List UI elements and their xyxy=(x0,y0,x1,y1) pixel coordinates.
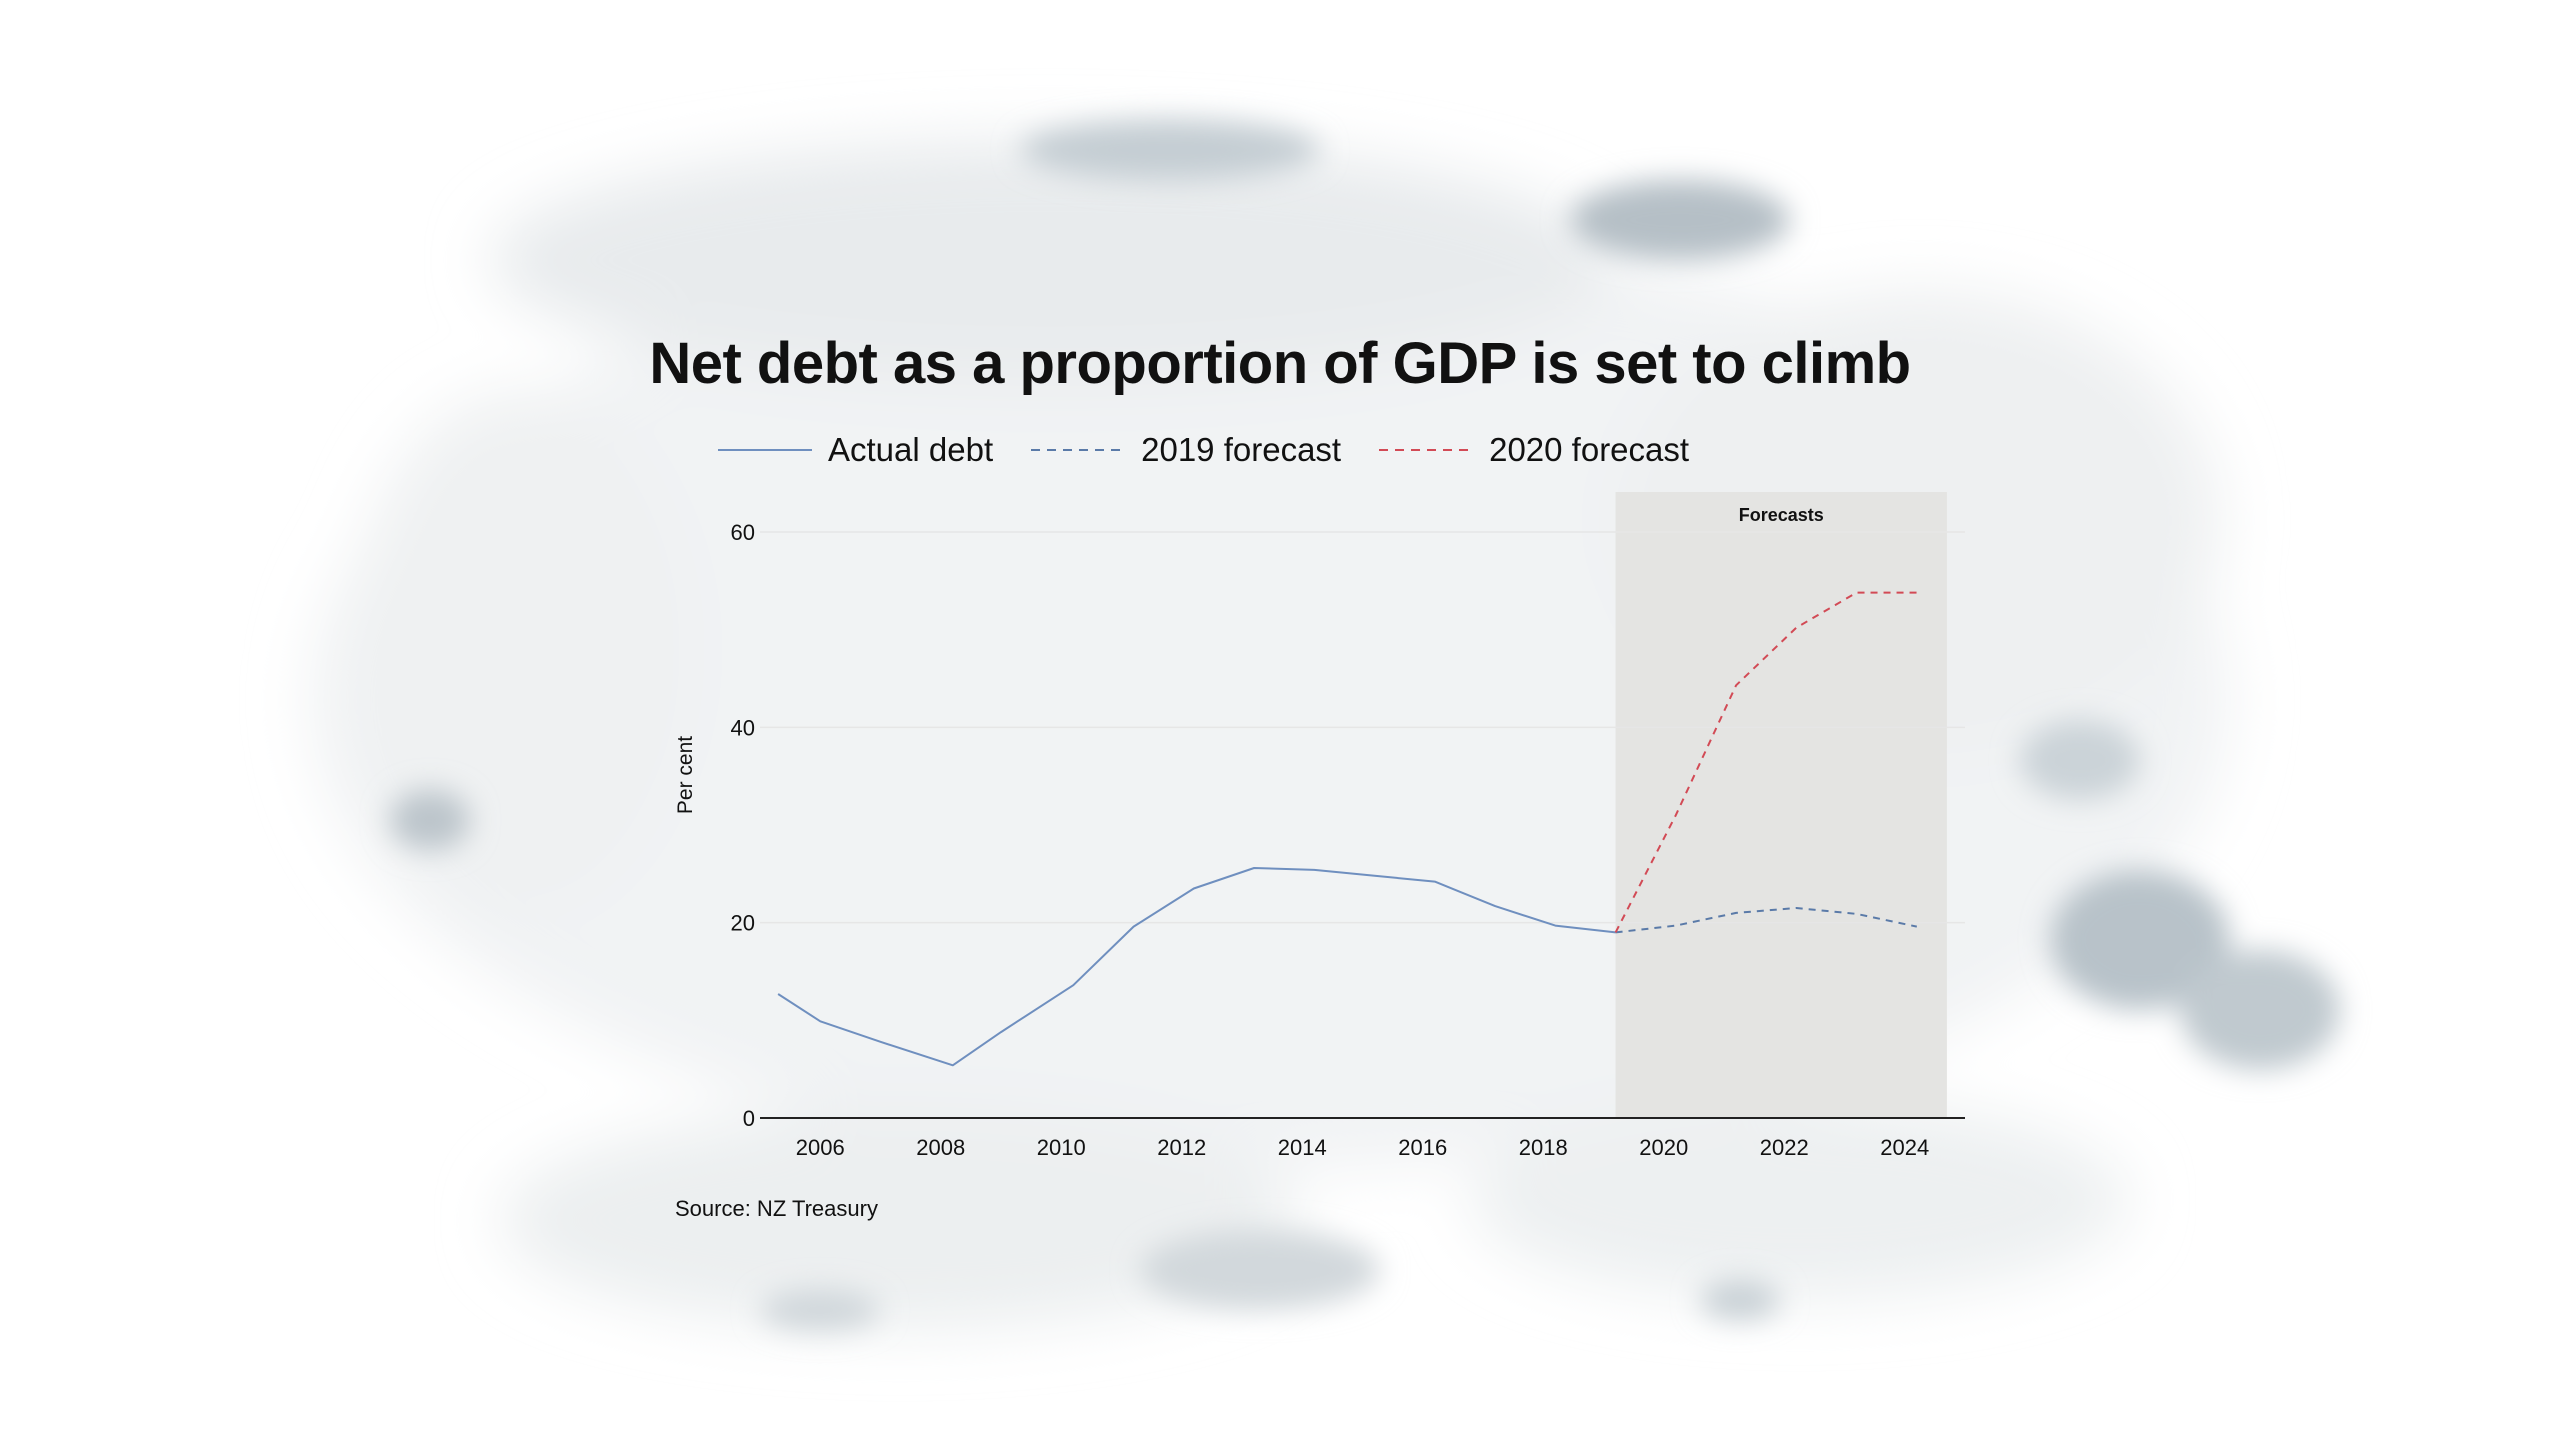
x-tick-label: 2010 xyxy=(1037,1135,1086,1160)
y-tick-label: 60 xyxy=(731,520,755,545)
x-tick-label: 2008 xyxy=(916,1135,965,1160)
y-tick-label: 0 xyxy=(743,1106,755,1131)
x-tick-label: 2020 xyxy=(1639,1135,1688,1160)
legend: Actual debt 2019 forecast 2020 forecast xyxy=(718,425,1727,475)
x-tick-label: 2012 xyxy=(1157,1135,1206,1160)
legend-label: 2020 forecast xyxy=(1489,431,1690,468)
series-line-actual-debt xyxy=(777,867,1616,1067)
legend-label: Actual debt xyxy=(828,431,994,468)
forecast-band xyxy=(1615,492,1947,1118)
y-axis-label: Per cent xyxy=(674,736,697,814)
chart-title: Net debt as a proportion of GDP is set t… xyxy=(649,331,1911,396)
x-tick-label: 2014 xyxy=(1278,1135,1327,1160)
legend-label: 2019 forecast xyxy=(1141,431,1342,468)
series-line-2019-forecast xyxy=(1615,907,1918,934)
x-tick-label: 2022 xyxy=(1760,1135,1809,1160)
series-line-2020-forecast xyxy=(1614,591,1917,933)
x-tick-label: 2018 xyxy=(1519,1135,1568,1160)
y-tick-label: 20 xyxy=(731,911,755,936)
forecast-band-label: Forecasts xyxy=(1739,505,1824,525)
x-tick-label: 2024 xyxy=(1880,1135,1929,1160)
legend-item-actual-debt: Actual debt xyxy=(718,431,993,469)
legend-swatch-solid xyxy=(718,449,812,451)
source-note: Source: NZ Treasury xyxy=(675,1196,878,1221)
legend-item-2019-forecast: 2019 forecast xyxy=(1031,431,1341,469)
x-tick-label: 2016 xyxy=(1398,1135,1447,1160)
legend-item-2020-forecast: 2020 forecast xyxy=(1379,431,1689,469)
x-tick-label: 2006 xyxy=(796,1135,845,1160)
y-tick-label: 40 xyxy=(731,715,755,740)
